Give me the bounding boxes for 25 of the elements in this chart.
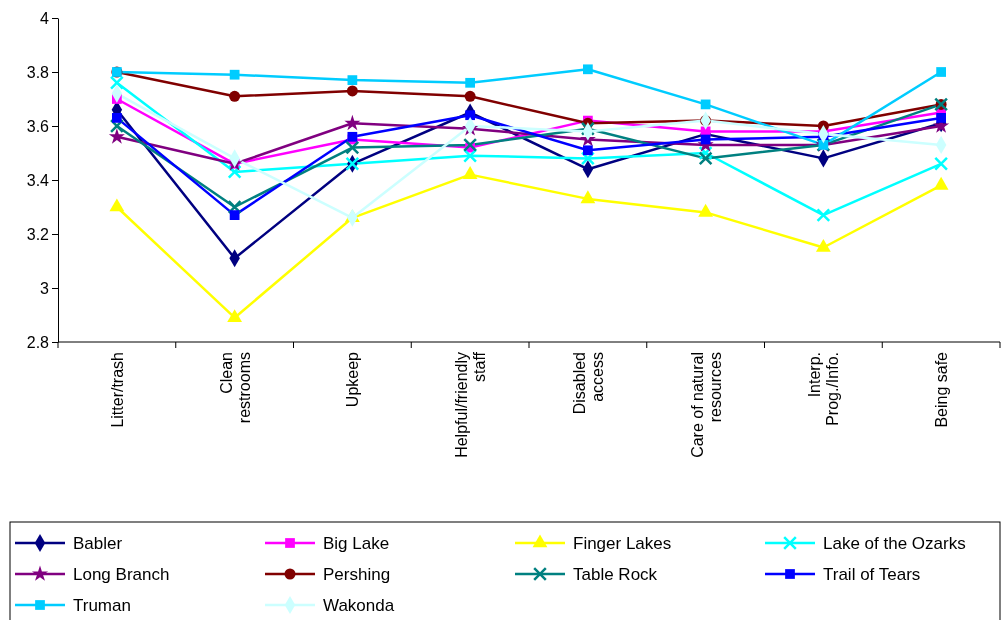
legend-label: Finger Lakes	[573, 534, 672, 553]
x-tick-label: Clean restrooms	[217, 352, 253, 424]
y-tick-label: 3.2	[26, 225, 50, 243]
y-tick-label: 3.8	[26, 63, 50, 81]
x-tick-label: Care of natural resources	[688, 352, 724, 458]
legend-label: Big Lake	[323, 534, 390, 553]
x-tick-label: Helpful/friendly staff	[453, 351, 489, 458]
legend-label: Trail of Tears	[823, 565, 921, 584]
legend-label: Lake of the Ozarks	[823, 534, 966, 553]
y-tick-label: 3.4	[26, 171, 50, 189]
x-tick-label: Upkeep	[344, 351, 362, 408]
x-tick-label: Disabled access	[570, 352, 606, 415]
y-tick-label: 2.8	[26, 333, 50, 351]
legend-label: Babler	[73, 534, 123, 553]
x-tick-label: Interp. Prog./Info.	[806, 352, 842, 426]
y-tick-label: 4	[40, 9, 50, 27]
y-tick-label: 3.6	[26, 117, 50, 135]
x-tick-label: Litter/trash	[108, 352, 126, 428]
legend-label: Wakonda	[323, 596, 395, 615]
legend-label: Pershing	[323, 565, 391, 584]
legend-label: Truman	[73, 596, 131, 615]
legend-label: Long Branch	[73, 565, 170, 584]
legend-label: Table Rock	[573, 565, 658, 584]
x-tick-label: Being safe	[933, 351, 951, 428]
y-tick-label: 3	[40, 279, 50, 297]
